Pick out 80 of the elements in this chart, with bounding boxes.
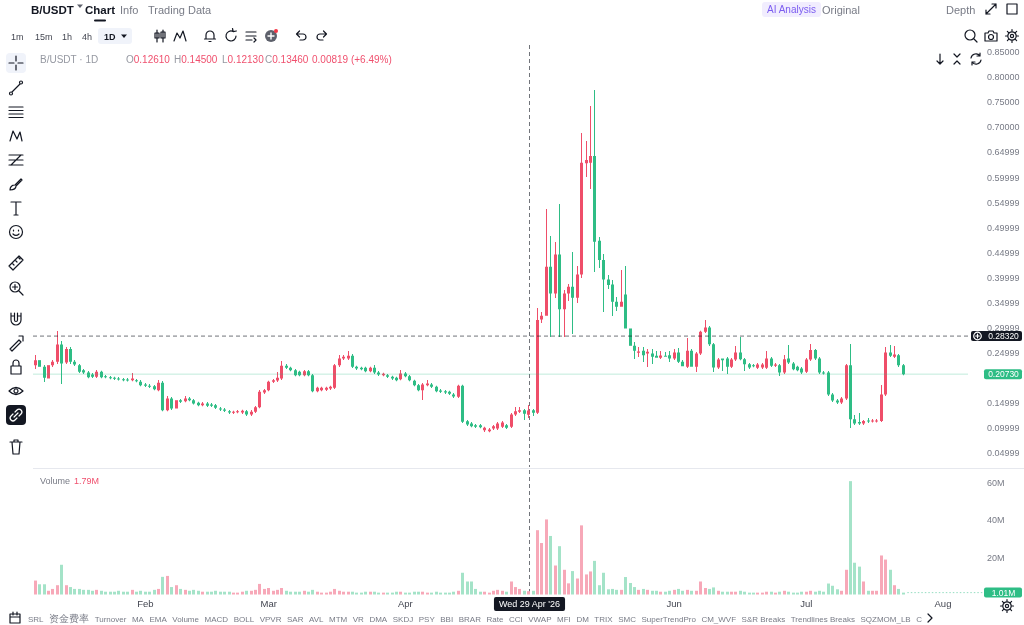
x-tick-label: Jun (666, 598, 682, 610)
ref-line-label: Wed 29 Apr '26 (498, 599, 561, 610)
x-tick-label: Jul (800, 598, 813, 610)
text: SMC (618, 614, 637, 624)
text: Turnover (94, 614, 127, 624)
y-tick-label: 0.85000 (987, 47, 1020, 58)
annotation: C0.13460 (265, 53, 309, 65)
text: TRIX (594, 614, 614, 624)
text: 资金费率 (49, 612, 90, 624)
text: SAR (286, 614, 304, 624)
text: Rate (486, 614, 504, 624)
x-tick-label: Aug (934, 598, 952, 610)
annotation: H0.14500 (174, 53, 218, 65)
x-tick-label: Apr (397, 598, 413, 610)
text: Chart (85, 3, 116, 16)
y-tick-label: 0.14999 (987, 398, 1020, 409)
text: CM_WVF (701, 614, 737, 624)
text: DMA (369, 614, 388, 624)
ref-line-label: 0.28320 (988, 331, 1020, 342)
y-tick-label: 0.09999 (987, 423, 1020, 434)
text: DM (576, 614, 590, 624)
y-tick-label: 0.70000 (987, 122, 1020, 133)
ref-line-label: 0.20730 (988, 369, 1020, 380)
text: BRAR (458, 614, 482, 624)
y-tick-label: 0.54999 (987, 197, 1020, 208)
y-tick-label: 20M (987, 552, 1005, 563)
text: Original (822, 3, 860, 16)
annotation: L0.12130 (222, 53, 265, 65)
y-tick-label: 0.64999 (987, 147, 1020, 158)
text: AI Analysis (767, 4, 816, 15)
text: 1m (11, 31, 24, 42)
y-tick-label: 0.49999 (987, 222, 1020, 233)
y-tick-label: 0.04999 (987, 448, 1020, 459)
text: CCI (508, 614, 523, 624)
y-tick-label: 0.80000 (987, 72, 1020, 83)
annotation: 1.79M (74, 475, 100, 486)
y-tick-label: 60M (987, 478, 1005, 489)
annotation: 1.01M (991, 587, 1016, 598)
text: Info (120, 3, 139, 16)
text: SRL (28, 614, 45, 624)
y-tick-label: 0.75000 (987, 97, 1020, 108)
text: 15m (35, 31, 53, 42)
y-tick-label: 0.34999 (987, 297, 1020, 308)
text: Trading Data (148, 3, 213, 16)
text: VPVR (259, 614, 282, 624)
text: MA (131, 614, 145, 624)
text: SQZMOM_LB (860, 614, 911, 624)
text: 1h (62, 31, 73, 42)
y-tick-label: 0.44999 (987, 247, 1020, 258)
text: VR (352, 614, 365, 624)
text: Depth (946, 3, 976, 16)
text: AVL (308, 614, 325, 624)
text: 4h (82, 31, 93, 42)
annotation: O0.12610 (126, 53, 171, 65)
y-tick-label: 40M (987, 515, 1005, 526)
text: B/USDT · 1D (40, 53, 99, 65)
text: SuperTrendPro (641, 614, 697, 624)
text: SKDJ (392, 614, 414, 624)
x-tick-label: Mar (260, 598, 277, 610)
text: PSY (418, 614, 436, 624)
x-tick-label: Feb (137, 598, 154, 610)
text: BOLL (233, 614, 255, 624)
annotation: Volume (40, 475, 71, 486)
text: VWAP (528, 614, 552, 624)
text: Volume (172, 614, 200, 624)
text: MTM (329, 614, 348, 624)
text: Trendlines Breaks (790, 614, 855, 624)
text: C (916, 614, 923, 624)
y-tick-label: 0.29999 (987, 322, 1020, 333)
text: MACD (204, 614, 229, 624)
text: MFI (557, 614, 571, 624)
chart-title: B/USDT (31, 3, 74, 16)
y-tick-label: 0.39999 (987, 272, 1020, 283)
text: BBI (440, 614, 454, 624)
text: 1D (104, 31, 117, 42)
y-tick-label: 0.24999 (987, 347, 1020, 358)
text: S&R Breaks (741, 614, 786, 624)
text: EMA (149, 614, 168, 624)
annotation: 0.00819 (+6.49%) (312, 53, 392, 65)
y-tick-label: 0.59999 (987, 172, 1020, 183)
